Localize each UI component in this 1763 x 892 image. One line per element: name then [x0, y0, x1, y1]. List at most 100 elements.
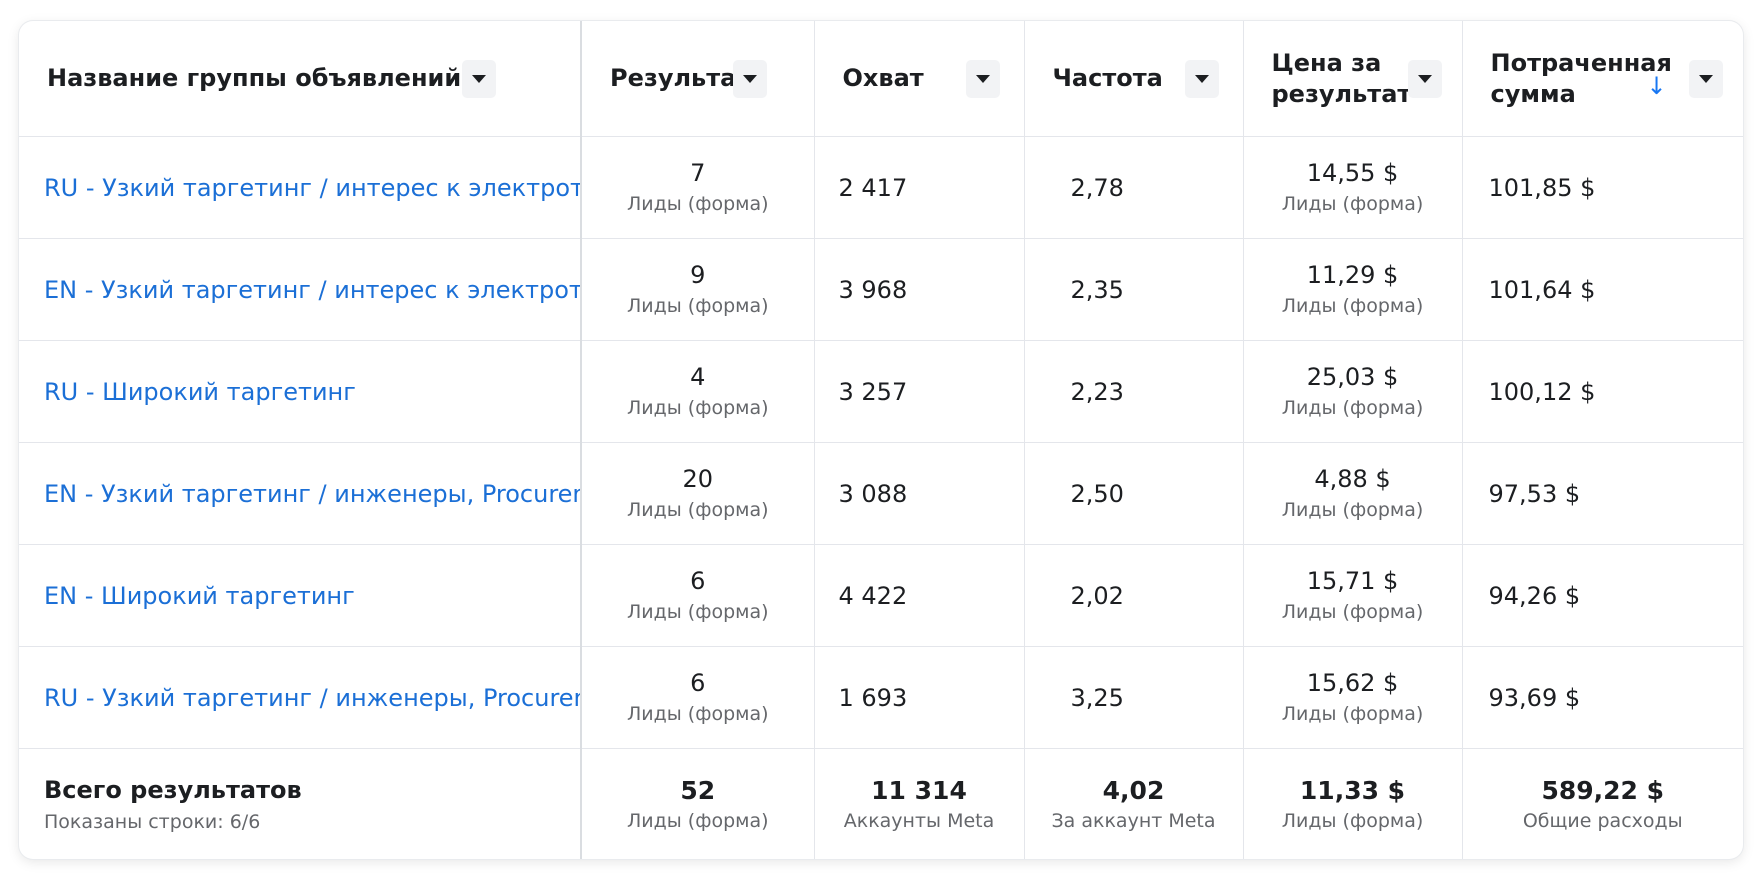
totals-label-cell: Всего результатов Показаны строки: 6/6 [19, 748, 582, 859]
result-cell: 9 Лиды (форма) [581, 238, 815, 341]
caret-down-icon [975, 74, 990, 83]
ad-set-name-link[interactable]: RU - Широкий таргетинг [19, 340, 582, 443]
spent-value: 94,26 $ [1462, 544, 1743, 647]
column-menu-dropdown[interactable] [965, 59, 1000, 98]
cost-type: Лиды (форма) [1281, 294, 1424, 317]
total-result-type: Лиды (форма) [626, 810, 769, 832]
result-type: Лиды (форма) [626, 192, 769, 215]
header-frequency[interactable]: Частота [1024, 21, 1244, 137]
cost-value: 11,29 $ [1306, 260, 1399, 289]
spent-value: 93,69 $ [1462, 646, 1743, 749]
total-frequency-cell: 4,02 За аккаунт Meta [1024, 748, 1244, 859]
spent-value: 101,85 $ [1462, 136, 1743, 239]
cost-value: 14,55 $ [1306, 158, 1399, 187]
cost-cell: 15,71 $ Лиды (форма) [1243, 544, 1463, 647]
table-row: EN - Узкий таргетинг / инженеры, Procure… [19, 442, 1743, 545]
spent-value: 97,53 $ [1462, 442, 1743, 545]
caret-down-icon [743, 74, 757, 83]
spent-value: 101,64 $ [1462, 238, 1743, 341]
cost-value: 15,62 $ [1306, 668, 1399, 697]
column-menu-dropdown[interactable] [1688, 59, 1723, 98]
header-label: Охват [842, 64, 924, 92]
ad-set-name-link[interactable]: EN - Узкий таргетинг / интерес к электро… [19, 238, 582, 341]
total-spent-type: Общие расходы [1522, 810, 1683, 832]
result-value: 20 [682, 464, 714, 493]
ad-set-name-link[interactable]: EN - Широкий таргетинг [19, 544, 582, 647]
total-frequency: 4,02 [1102, 776, 1165, 805]
column-menu-dropdown[interactable] [1407, 59, 1442, 98]
spent-value: 100,12 $ [1462, 340, 1743, 443]
caret-down-icon [1417, 74, 1432, 83]
header-amount-spent[interactable]: Потраченная сумма ↓ [1462, 21, 1743, 137]
cost-value: 25,03 $ [1306, 362, 1399, 391]
cost-cell: 11,29 $ Лиды (форма) [1243, 238, 1463, 341]
column-menu-dropdown[interactable] [1184, 59, 1219, 98]
reach-value: 3 088 [814, 442, 1025, 545]
result-value: 9 [690, 260, 706, 289]
cost-value: 15,71 $ [1306, 566, 1399, 595]
frequency-value: 2,35 [1024, 238, 1244, 341]
header-reach[interactable]: Охват [814, 21, 1025, 137]
frequency-value: 3,25 [1024, 646, 1244, 749]
cost-type: Лиды (форма) [1281, 498, 1424, 521]
total-frequency-type: За аккаунт Meta [1051, 810, 1216, 832]
header-label: Частота [1052, 64, 1163, 92]
total-result-cell: 52 Лиды (форма) [581, 748, 815, 859]
cost-type: Лиды (форма) [1281, 600, 1424, 623]
frequency-value: 2,23 [1024, 340, 1244, 443]
result-value: 4 [690, 362, 706, 391]
cost-type: Лиды (форма) [1281, 396, 1424, 419]
table-row: RU - Широкий таргетинг 4 Лиды (форма) 3 … [19, 340, 1743, 443]
cost-type: Лиды (форма) [1281, 702, 1424, 725]
total-reach: 11 314 [871, 776, 967, 805]
totals-title: Всего результатов [44, 776, 302, 804]
header-result[interactable]: Результат [581, 21, 815, 137]
result-type: Лиды (форма) [626, 294, 769, 317]
reach-value: 3 968 [814, 238, 1025, 341]
result-type: Лиды (форма) [626, 600, 769, 623]
frequency-value: 2,50 [1024, 442, 1244, 545]
column-menu-dropdown[interactable] [462, 59, 496, 98]
total-reach-type: Аккаунты Meta [843, 810, 995, 832]
result-value: 6 [690, 566, 706, 595]
header-label: Потраченная сумма [1490, 48, 1672, 108]
cost-cell: 15,62 $ Лиды (форма) [1243, 646, 1463, 749]
total-cost-type: Лиды (форма) [1281, 810, 1424, 832]
ad-set-name-link[interactable]: RU - Узкий таргетинг / интерес к электро… [19, 136, 582, 239]
result-cell: 6 Лиды (форма) [581, 646, 815, 749]
frequency-value: 2,78 [1024, 136, 1244, 239]
cost-cell: 4,88 $ Лиды (форма) [1243, 442, 1463, 545]
totals-row: Всего результатов Показаны строки: 6/6 5… [19, 748, 1743, 860]
header-label: Цена за результат [1271, 48, 1412, 108]
header-ad-set-name[interactable]: Название группы объявлений [19, 21, 582, 137]
cost-cell: 14,55 $ Лиды (форма) [1243, 136, 1463, 239]
result-type: Лиды (форма) [626, 702, 769, 725]
reach-value: 1 693 [814, 646, 1025, 749]
ad-set-name-link[interactable]: EN - Узкий таргетинг / инженеры, Procure… [19, 442, 582, 545]
total-result: 52 [680, 776, 716, 805]
result-type: Лиды (форма) [626, 396, 769, 419]
cost-value: 4,88 $ [1314, 464, 1391, 493]
frequency-value: 2,02 [1024, 544, 1244, 647]
arrow-down-icon: ↓ [1646, 71, 1667, 100]
table-row: EN - Широкий таргетинг 6 Лиды (форма) 4 … [19, 544, 1743, 647]
caret-down-icon [472, 74, 486, 83]
header-label: Результат [610, 64, 751, 92]
cost-type: Лиды (форма) [1281, 192, 1424, 215]
ad-sets-table-card: Название группы объявлений Результат [19, 21, 1743, 859]
header-cost-per-result[interactable]: Цена за результат [1243, 21, 1463, 137]
result-cell: 7 Лиды (форма) [581, 136, 815, 239]
ad-set-name-link[interactable]: RU - Узкий таргетинг / инженеры, Procure… [19, 646, 582, 749]
total-spent-cell: 589,22 $ Общие расходы [1462, 749, 1743, 860]
column-menu-dropdown[interactable] [733, 59, 767, 98]
table-row: RU - Узкий таргетинг / интерес к электро… [19, 136, 1743, 239]
result-cell: 6 Лиды (форма) [581, 544, 815, 647]
table-row: EN - Узкий таргетинг / интерес к электро… [19, 238, 1743, 341]
result-value: 7 [690, 158, 706, 187]
cost-cell: 25,03 $ Лиды (форма) [1243, 340, 1463, 443]
result-cell: 4 Лиды (форма) [581, 340, 815, 443]
total-reach-cell: 11 314 Аккаунты Meta [814, 748, 1025, 859]
caret-down-icon [1698, 74, 1713, 83]
reach-value: 4 422 [814, 544, 1025, 647]
result-value: 6 [690, 668, 706, 697]
